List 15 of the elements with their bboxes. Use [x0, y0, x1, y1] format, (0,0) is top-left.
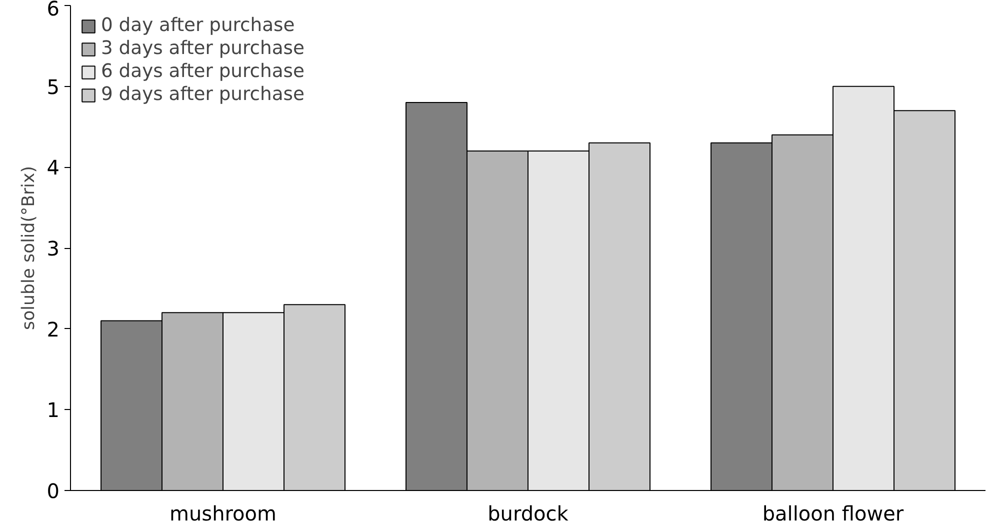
y-axis-title: soluble solid(°Brix): [18, 166, 39, 330]
y-tick-label: 1: [46, 398, 60, 422]
legend-label: 9 days after purchase: [101, 84, 304, 105]
x-tick-label: mushroom: [170, 502, 277, 526]
legend-label: 3 days after purchase: [101, 38, 304, 59]
y-tick-label: 0: [46, 479, 60, 503]
y-tick-label: 2: [46, 317, 60, 342]
legend-label: 0 day after purchase: [101, 15, 295, 36]
y-tick-label: 6: [46, 0, 60, 20]
x-tick-label: balloon flower: [762, 502, 904, 526]
y-tick-label: 5: [46, 74, 60, 99]
y-tick-label: 3: [46, 236, 60, 260]
legend-label: 6 days after purchase: [101, 61, 304, 82]
y-tick-label: 4: [46, 156, 60, 180]
x-tick-label: burdock: [488, 502, 569, 526]
